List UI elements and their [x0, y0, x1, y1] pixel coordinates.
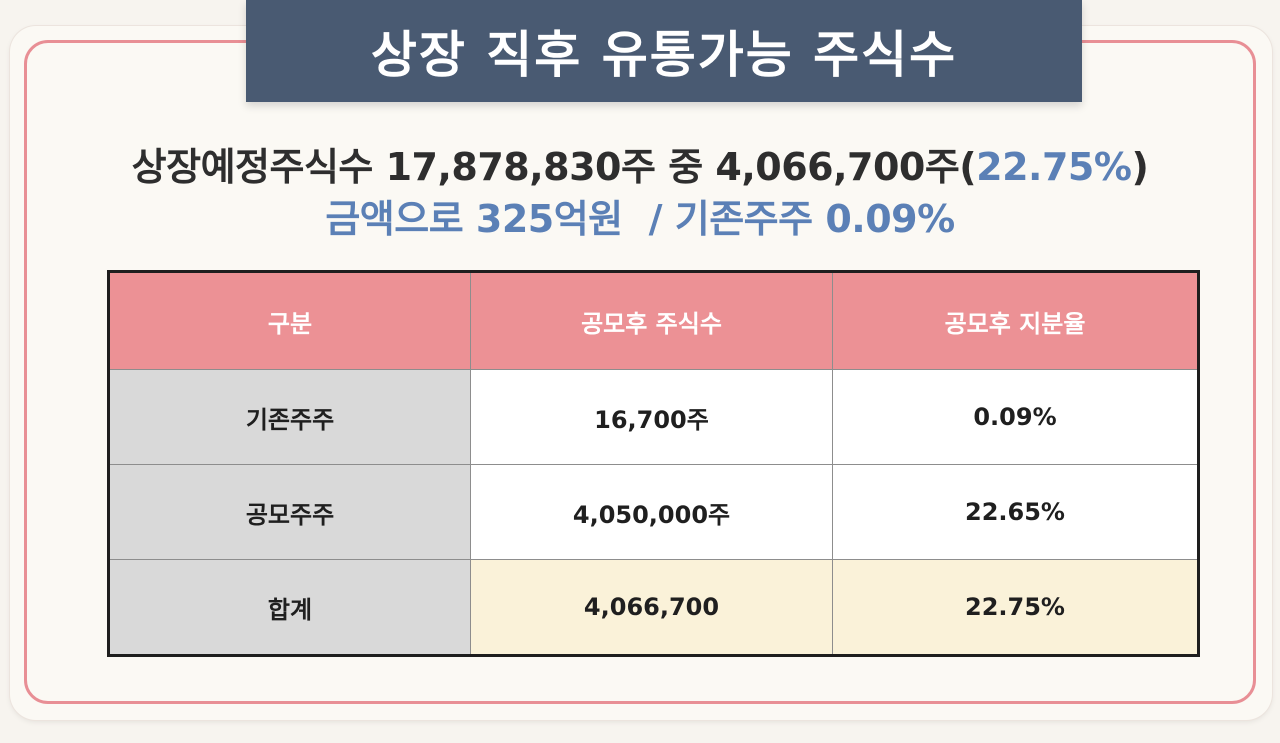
row-label-existing: 기존주주 [108, 369, 471, 465]
summary-line-amount: 금액으로 325억원 / 기존주주 0.09% [0, 188, 1280, 243]
summary-shares-close: ) [1131, 145, 1149, 189]
row-label-total: 합계 [108, 559, 471, 656]
table-row-total: 합계 4,066,700 22.75% [108, 559, 1199, 656]
share-distribution-table: 구분 공모후 주식수 공모후 지분율 기존주주 16,700주 0.09% 공모… [107, 270, 1200, 657]
cell-ratio-existing: 0.09% [832, 369, 1199, 465]
summary-shares-ratio: 22.75% [976, 145, 1132, 189]
slide-title: 상장 직후 유통가능 주식수 [370, 26, 958, 84]
summary-line-shares: 상장예정주식수 17,878,830주 중 4,066,700주(22.75%) [0, 136, 1280, 191]
table-header-row: 구분 공모후 주식수 공모후 지분율 [108, 271, 1199, 370]
header-post-ipo-shares: 공모후 주식수 [470, 271, 833, 370]
header-post-ipo-ratio: 공모후 지분율 [832, 271, 1199, 370]
cell-shares-existing: 16,700주 [470, 369, 833, 465]
table-row: 기존주주 16,700주 0.09% [108, 369, 1199, 465]
summary-existing-holder-text: / 기존주주 0.09% [648, 197, 956, 241]
title-banner: 상장 직후 유통가능 주식수 [246, 0, 1082, 102]
row-label-public: 공모주주 [108, 464, 471, 560]
table-row: 공모주주 4,050,000주 22.65% [108, 464, 1199, 560]
summary-amount-text: 금액으로 325억원 [325, 197, 623, 241]
cell-shares-public: 4,050,000주 [470, 464, 833, 560]
cell-shares-total: 4,066,700 [470, 559, 833, 656]
cell-ratio-total: 22.75% [832, 559, 1199, 656]
summary-shares-text: 상장예정주식수 17,878,830주 중 4,066,700주( [131, 145, 977, 189]
cell-ratio-public: 22.65% [832, 464, 1199, 560]
header-category: 구분 [108, 271, 471, 370]
